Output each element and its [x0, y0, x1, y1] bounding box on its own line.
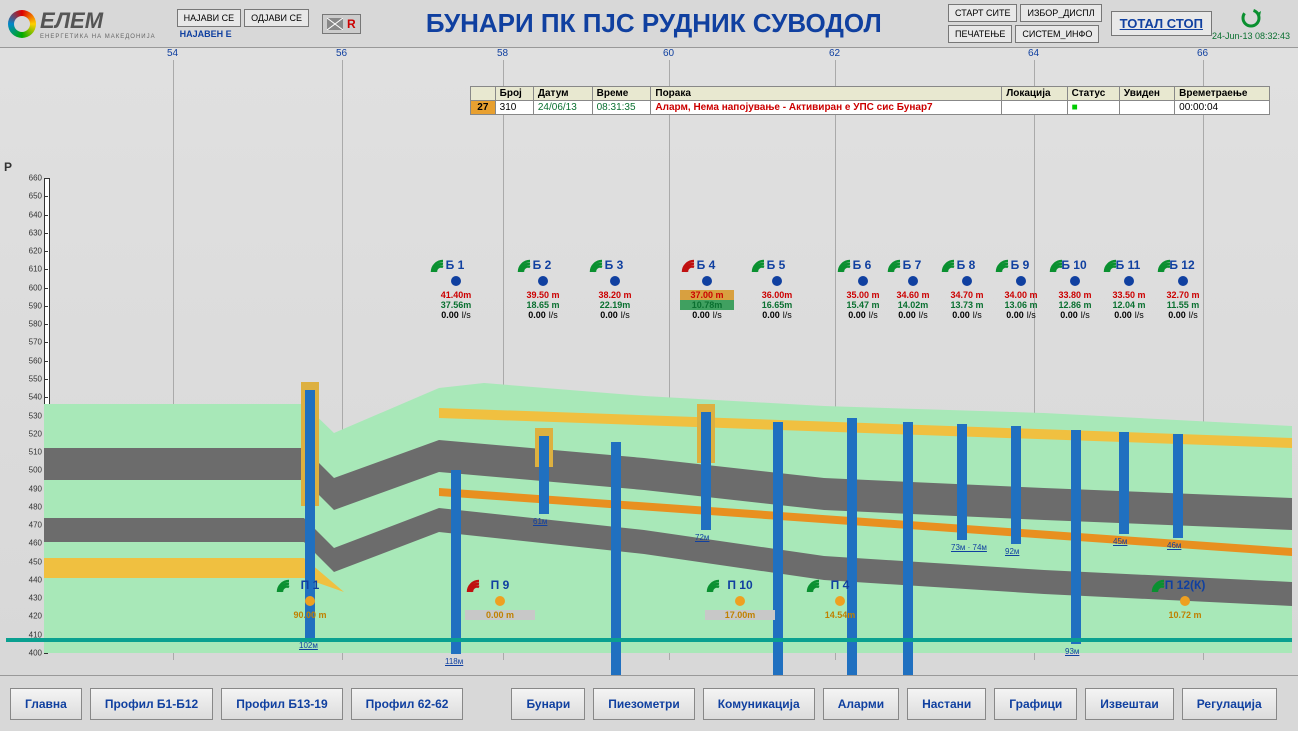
ruler-tick: 60 — [663, 48, 674, 59]
well-Б 6[interactable]: Б 635.00 m15.47 m0.00l/s — [836, 258, 890, 320]
nav-Аларми[interactable]: Аларми — [823, 688, 899, 720]
alarm-table: БројДатумВремеПоракаЛокацијаСтатусУвиден… — [470, 86, 1270, 115]
ruler-tick: 58 — [497, 48, 508, 59]
separator-bar — [6, 638, 1292, 642]
well-Б 11[interactable]: Б 1133.50 m12.04 m0.00l/s — [1102, 258, 1156, 320]
main-area: 54 56 58 60 62 64 66 БројДатумВремеПоракаЛокац… — [0, 48, 1298, 663]
well-Б 4[interactable]: Б 437.00 m10.78m0.00l/s — [680, 258, 734, 320]
piezometer-П 9[interactable]: П 90.00 m — [465, 578, 535, 620]
ruler-tick: 54 — [167, 48, 178, 59]
refresh-icon — [1240, 7, 1262, 29]
borehole: 93м — [1071, 430, 1081, 644]
borehole: 122м — [611, 442, 621, 680]
terrain-svg — [44, 178, 1292, 653]
borehole: 121м — [773, 422, 783, 684]
login-controls: НАЈАВИ СЕ ОДЈАВИ СЕ НАЈАВЕН Е — [176, 8, 310, 39]
ruler-tick: 62 — [829, 48, 840, 59]
nav-Главна[interactable]: Главна — [10, 688, 82, 720]
footer-nav: ГлавнаПрофил Б1-Б12Профил Б13-19 Профил 6… — [0, 675, 1298, 731]
well-Б 10[interactable]: Б 1033.80 m12.86 m0.00l/s — [1048, 258, 1102, 320]
total-stop-button[interactable]: ТОТАЛ СТОП — [1111, 11, 1212, 36]
start-all-button[interactable]: СТАРТ СИТЕ — [948, 4, 1017, 22]
nav-Графици[interactable]: Графици — [994, 688, 1077, 720]
logo-icon — [8, 10, 36, 38]
ruler-tick: 56 — [336, 48, 347, 59]
nav-Извештаи[interactable]: Извештаи — [1085, 688, 1173, 720]
borehole: 118м — [451, 470, 461, 654]
nav-Профил Б1-Б12[interactable]: Профил Б1-Б12 — [90, 688, 213, 720]
logo-text: ЕЛЕМ — [40, 8, 156, 34]
r-indicator: R — [322, 14, 361, 34]
ruler-tick: 64 — [1028, 48, 1039, 59]
nav-Настани[interactable]: Настани — [907, 688, 986, 720]
top-ruler: 54 56 58 60 62 64 66 — [0, 48, 1298, 66]
flag-icon — [327, 18, 343, 30]
borehole: 73м · 74м — [957, 424, 967, 540]
nav-Профил 62-62[interactable]: Профил 62-62 — [351, 688, 464, 720]
nav-Регулација[interactable]: Регулација — [1182, 688, 1277, 720]
login-button[interactable]: НАЈАВИ СЕ — [177, 9, 241, 27]
logo-subtitle: ЕНЕРГЕТИКА НА МАКЕДОНИЈА — [40, 34, 156, 40]
borehole: 61м — [539, 436, 549, 514]
well-Б 1[interactable]: Б 141.40m37.56m0.00l/s — [429, 258, 483, 320]
borehole: 46м — [1173, 434, 1183, 538]
piezometer-П 1[interactable]: П 190.00 m — [275, 578, 345, 620]
logo: ЕЛЕМ ЕНЕРГЕТИКА НА МАКЕДОНИЈА — [8, 8, 156, 40]
borehole: 92м — [1011, 426, 1021, 544]
piezometer-П 12(К)[interactable]: П 12(К)10.72 m — [1150, 578, 1220, 620]
well-Б 7[interactable]: Б 734.60 m14.02m0.00l/s — [886, 258, 940, 320]
borehole: 45м — [1119, 432, 1129, 534]
piezometer-П 10[interactable]: П 1017.00m — [705, 578, 775, 620]
well-Б 5[interactable]: Б 536.00m16.65m0.00l/s — [750, 258, 804, 320]
alarm-row[interactable]: 27 310 24/06/13 08:31:35 Аларм, Нема нап… — [471, 101, 1270, 115]
profile-chart: 118м61м122м72м121м120м118м73м · 74м92м93… — [44, 178, 1292, 653]
well-Б 12[interactable]: Б 1232.70 m11.55 m0.00l/s — [1156, 258, 1210, 320]
well-Б 8[interactable]: Б 834.70 m13.73 m0.00l/s — [940, 258, 994, 320]
well-Б 2[interactable]: Б 239.50 m18.65 m0.00l/s — [516, 258, 570, 320]
select-display-button[interactable]: ИЗБОР_ДИСПЛ — [1020, 4, 1101, 22]
nav-Пиезометри[interactable]: Пиезометри — [593, 688, 695, 720]
nav-Профил Б13-19[interactable]: Профил Б13-19 — [221, 688, 342, 720]
timestamp: 24-Jun-13 08:32:43 — [1212, 7, 1290, 41]
ruler-tick: 66 — [1197, 48, 1208, 59]
piezometer-П 4[interactable]: П 414.54m — [805, 578, 875, 620]
logged-label: НАЈАВЕН Е — [176, 29, 310, 39]
borehole: 120м — [847, 418, 857, 686]
well-Б 9[interactable]: Б 934.00 m13.06 m0.00l/s — [994, 258, 1048, 320]
header-right-buttons: СТАРТ СИТЕ ИЗБОР_ДИСПЛ ПЕЧАТЕЊЕ СИСТЕМ_И… — [947, 3, 1103, 44]
borehole: 72м — [701, 412, 711, 530]
nav-Комуникација[interactable]: Комуникација — [703, 688, 815, 720]
system-info-button[interactable]: СИСТЕМ_ИНФО — [1015, 25, 1099, 43]
logout-button[interactable]: ОДЈАВИ СЕ — [244, 9, 309, 27]
page-title: БУНАРИ ПК ПЈС РУДНИК СУВОДОЛ — [361, 8, 947, 39]
print-button[interactable]: ПЕЧАТЕЊЕ — [948, 25, 1012, 43]
header-bar: ЕЛЕМ ЕНЕРГЕТИКА НА МАКЕДОНИЈА НАЈАВИ СЕ … — [0, 0, 1298, 48]
y-axis: Р 66065064063062061060059058057056055054… — [8, 178, 44, 653]
nav-Бунари[interactable]: Бунари — [511, 688, 585, 720]
well-Б 3[interactable]: Б 338.20 m22.19m0.00l/s — [588, 258, 642, 320]
